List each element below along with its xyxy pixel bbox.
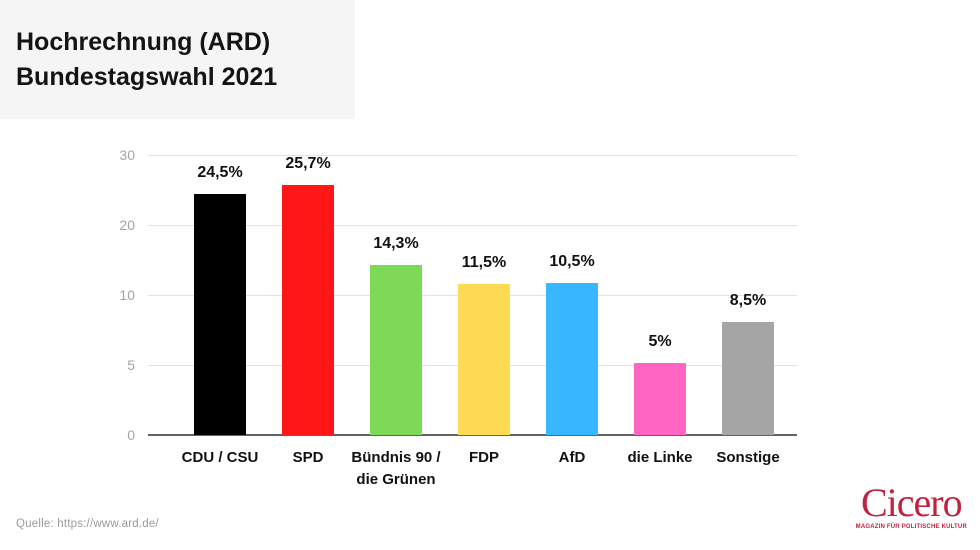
y-axis-label-10: 10 — [119, 287, 135, 303]
x-axis-label-line: die Grünen — [356, 471, 436, 488]
y-axis-label-30: 30 — [119, 147, 135, 163]
bar-fdp — [458, 284, 510, 435]
bar-bündnis-90-die-grünen — [370, 265, 422, 435]
x-axis-label-line: SPD — [292, 449, 324, 466]
bar-die-linke — [634, 363, 686, 435]
gridline-20 — [148, 225, 797, 226]
x-axis-label-sonstige: Sonstige — [716, 447, 779, 469]
chart-title-line2: Bundestagswahl 2021 — [16, 63, 278, 91]
bar-spd — [282, 185, 334, 435]
chart-title-line1: Hochrechnung (ARD) — [16, 28, 271, 56]
x-axis-label-line: CDU / CSU — [181, 449, 259, 466]
gridline-30 — [148, 155, 797, 156]
x-axis-label-line: FDP — [469, 449, 499, 466]
y-axis-label-0: 0 — [127, 427, 135, 443]
x-axis-label-fdp: FDP — [469, 447, 499, 469]
bar-afd — [546, 283, 598, 435]
title-box: Hochrechnung (ARD) Bundestagswahl 2021 — [0, 0, 355, 119]
value-label-bündnis-90-die-grünen: 14,3% — [373, 235, 419, 252]
x-axis-label-die-linke: die Linke — [627, 447, 692, 469]
x-axis-label-line: Sonstige — [716, 449, 780, 466]
cicero-logo: Cicero MAGAZIN FÜR POLITISCHE KULTUR — [855, 480, 967, 531]
x-axis-label-line: AfD — [558, 449, 586, 466]
gridline-0 — [148, 434, 797, 436]
value-label-fdp: 11,5% — [461, 254, 507, 271]
bar-cdu-csu — [194, 194, 246, 435]
x-axis-label-spd: SPD — [293, 447, 324, 469]
value-label-die-linke: 5% — [648, 333, 672, 350]
y-axis-label-20: 20 — [119, 217, 135, 233]
value-label-spd: 25,7% — [285, 155, 331, 172]
source-note: Quelle: https://www.ard.de/ — [16, 518, 159, 530]
value-label-cdu-csu: 24,5% — [197, 164, 243, 181]
value-label-sonstige: 8,5% — [729, 292, 767, 309]
value-label-afd: 10,5% — [549, 253, 595, 270]
y-axis-label-5: 5 — [127, 357, 135, 373]
x-axis-label-cdu-csu: CDU / CSU — [182, 447, 259, 469]
x-axis-label-afd: AfD — [559, 447, 586, 469]
cicero-wordmark: Cicero — [861, 480, 963, 525]
x-axis-label-bündnis-90-die-grünen: Bündnis 90 / die Grünen — [351, 447, 440, 491]
bar-sonstige — [722, 322, 774, 435]
x-axis-label-line: Bündnis 90 / — [351, 449, 441, 466]
cicero-tagline: MAGAZIN FÜR POLITISCHE KULTUR — [855, 524, 967, 530]
x-axis-label-line: die Linke — [627, 449, 693, 466]
